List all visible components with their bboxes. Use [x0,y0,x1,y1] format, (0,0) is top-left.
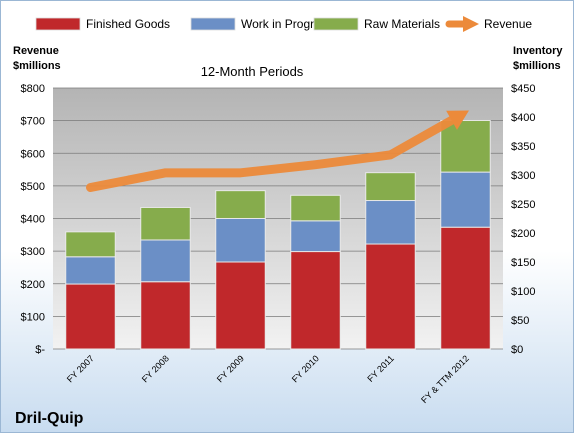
bar-segment-finished-goods [65,283,116,350]
right-tick-label: $450 [511,83,535,95]
revenue-line [86,113,460,193]
right-tick-label: $400 [511,112,535,124]
right-tick-label: $100 [511,286,535,298]
bar-segment-finished-goods [365,243,416,350]
bar-segment-work-in-progress [365,200,416,245]
gridlines [53,87,503,350]
right-axis-ticks: $0 $50 $100 $150 $200 $250 $300 $350 $400 $450 [511,83,535,356]
bar-segment-finished-goods [440,226,491,350]
left-tick-label: $400 [21,214,45,226]
category-label: FY 2011 [365,353,396,384]
bar-segment-work-in-progress [290,220,341,253]
left-tick-label: $- [35,344,45,356]
bar-segment-finished-goods [140,281,191,350]
bar-segment-raw-materials [65,231,116,258]
left-tick-label: $800 [21,83,45,95]
bar-series [65,119,491,350]
right-tick-label: $350 [511,141,535,153]
left-axis-title-line2: $millions [13,60,61,72]
legend-label: Raw Materials [364,17,440,31]
category-label: FY & TTM 2012 [419,353,471,405]
bar-segment-work-in-progress [215,218,266,263]
bar-segment-work-in-progress [140,239,191,283]
legend: Finished Goods Work in Progress Raw Materi… [35,16,532,32]
left-tick-label: $500 [21,181,45,193]
right-tick-label: $150 [511,257,535,269]
revenue-arrowhead [446,110,469,130]
category-labels: FY 2007 FY 2008 FY 2009 FY 2010 FY 2011 FY & … [65,353,471,405]
company-name: Dril-Quip [15,410,84,427]
legend-swatch [313,17,359,31]
chart-subtitle: 12-Month Periods [201,64,304,79]
revenue-line-series [86,110,469,193]
legend-swatch [190,17,236,31]
right-tick-label: $0 [511,344,523,356]
category-label: FY 2010 [290,353,321,384]
category-label: FY 2007 [65,353,96,384]
bar-segment-finished-goods [290,251,341,350]
legend-arrow-head [463,16,479,32]
category-label: FY 2009 [215,353,246,384]
legend-label: Revenue [484,17,532,31]
left-axis-title-line1: Revenue [13,45,59,57]
right-tick-label: $300 [511,170,535,182]
right-tick-label: $250 [511,199,535,211]
bar-segment-raw-materials [140,206,191,241]
bar-segment-raw-materials [215,190,266,220]
left-tick-label: $600 [21,148,45,160]
legend-swatch [35,17,81,31]
bar-segment-finished-goods [215,261,266,350]
left-tick-label: $700 [21,116,45,128]
right-tick-label: $200 [511,228,535,240]
bar-segment-raw-materials [365,172,416,202]
right-tick-label: $50 [511,315,529,327]
right-axis-title-line1: Inventory [513,45,563,57]
left-tick-label: $300 [21,246,45,258]
left-tick-label: $100 [21,311,45,323]
right-axis-title-line2: $millions [513,60,561,72]
bar-segment-raw-materials [290,194,341,222]
category-label: FY 2008 [140,353,171,384]
bar-segment-work-in-progress [440,171,491,228]
bar-segment-work-in-progress [65,256,116,285]
left-tick-label: $200 [21,279,45,291]
bar-segment-raw-materials [440,119,491,173]
legend-label: Work in Progress [241,17,333,31]
left-axis-ticks: $- $100 $200 $300 $400 $500 $600 $700 $800 [21,83,46,356]
legend-label: Finished Goods [86,17,170,31]
